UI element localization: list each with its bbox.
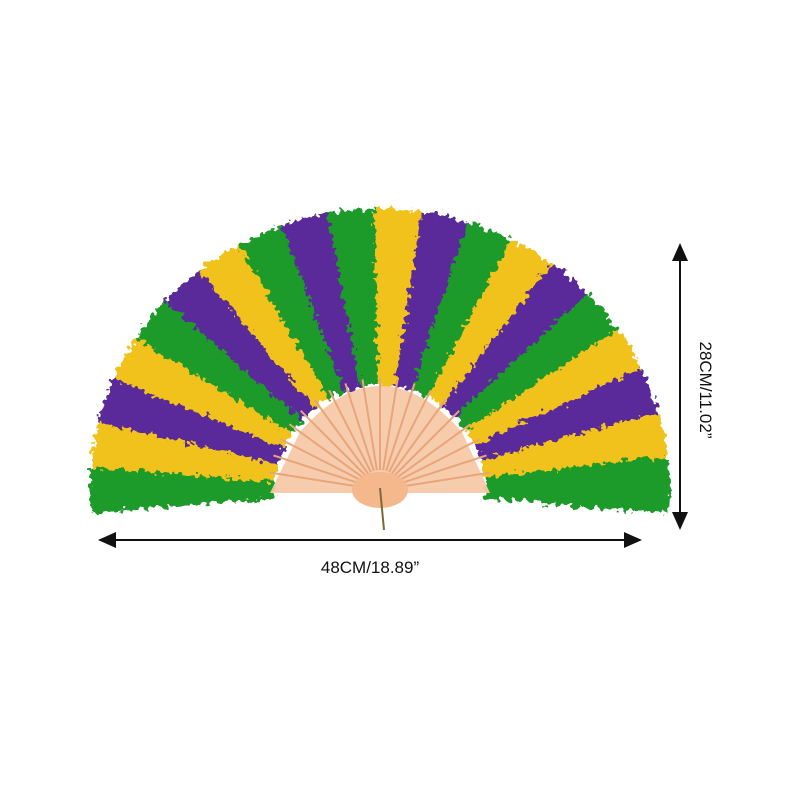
feather-green [484,456,670,514]
fan-rib [279,438,363,482]
feather-yellow [427,239,561,408]
fan-rib [269,471,361,488]
fan-rib [382,379,399,471]
fan-pin [379,487,385,531]
fan-rib [395,423,472,480]
feather-green [327,208,386,387]
feather-yellow [113,328,294,449]
feather-purple [442,263,596,420]
fan-frame [269,378,491,531]
feather-yellow [466,328,647,449]
height-dimension-label: 28CM/11.02” [696,341,715,439]
feather-purple [474,368,662,465]
fan-rib [399,471,491,488]
feather-fan [90,208,670,514]
width-dimension-label: 48CM/18.89” [320,558,420,577]
feather-yellow [199,239,333,408]
fan-rib [361,379,378,471]
fan-rib [313,398,370,475]
fan-rib [390,398,447,475]
feather-green [411,221,522,399]
feather-green [135,293,305,434]
fan-rib [328,389,372,473]
fan-rib [388,389,432,473]
fan-rib [273,454,362,485]
fan-rib [397,438,481,482]
feather-purple [98,368,286,465]
feather-purple [164,263,318,420]
fan-rib [398,454,487,485]
fan-rib [300,410,367,477]
fan-rib [344,383,375,472]
feather-green [238,221,349,399]
fan-rib [288,423,365,480]
fan-ribs [269,378,491,488]
feather-green [455,293,625,434]
fan-rib [385,383,416,472]
fan-rib [393,410,460,477]
